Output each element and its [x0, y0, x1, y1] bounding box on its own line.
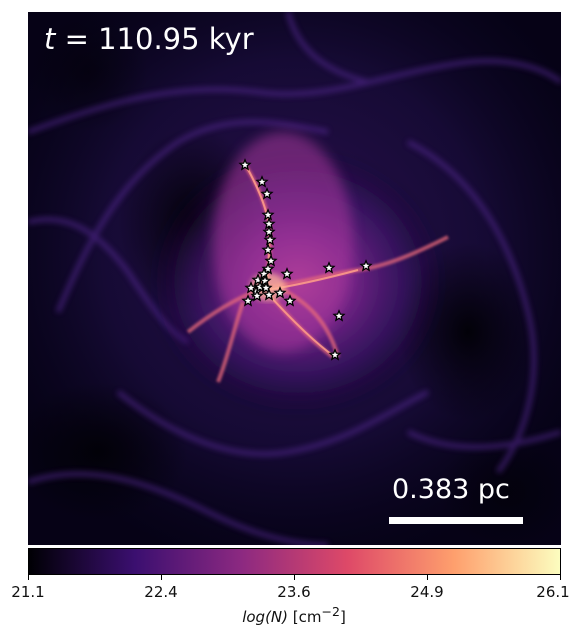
star-marker — [262, 288, 276, 301]
star-marker — [238, 158, 252, 171]
star-marker — [261, 243, 275, 256]
colorbar — [28, 548, 561, 575]
scale-bar — [389, 517, 523, 524]
star-marker — [255, 175, 269, 188]
density-image — [28, 12, 561, 545]
star-marker — [328, 348, 342, 361]
star-marker — [283, 294, 297, 307]
colorbar-label: log(N) [cm−2] — [242, 604, 346, 626]
star-marker — [261, 208, 275, 221]
star-marker — [244, 281, 258, 294]
star-marker — [263, 233, 277, 246]
star-marker — [258, 274, 272, 287]
star-marker — [359, 259, 373, 272]
colorbar-tick-label: 24.9 — [410, 583, 444, 601]
star-marker — [280, 267, 294, 280]
colorbar-tick — [161, 575, 162, 580]
star-marker — [273, 286, 287, 299]
colorbar-tick — [294, 575, 295, 580]
star-marker — [257, 267, 271, 280]
colorbar-tick-label: 22.4 — [144, 583, 178, 601]
scale-bar-label: 0.383 pc — [392, 474, 510, 505]
time-value: = 110.95 kyr — [64, 22, 254, 56]
sink-particles — [238, 158, 373, 361]
colorbar-tick-label: 26.1 — [536, 583, 570, 601]
time-symbol: t — [44, 22, 56, 56]
star-marker — [262, 225, 276, 238]
star-marker — [322, 261, 336, 274]
star-marker — [250, 289, 264, 302]
column-density-map: t = 110.95 kyr 0.383 pc — [28, 12, 561, 545]
time-label: t = 110.95 kyr — [44, 22, 254, 56]
star-marker — [260, 187, 274, 200]
colorbar-tick-label: 23.6 — [277, 583, 311, 601]
colorbar-tick-label: 21.1 — [11, 583, 45, 601]
colorbar-tick — [28, 575, 29, 580]
star-marker — [332, 309, 346, 322]
star-marker — [264, 254, 278, 267]
colorbar-tick — [427, 575, 428, 580]
star-marker — [241, 294, 255, 307]
colorbar-tick — [560, 575, 561, 580]
